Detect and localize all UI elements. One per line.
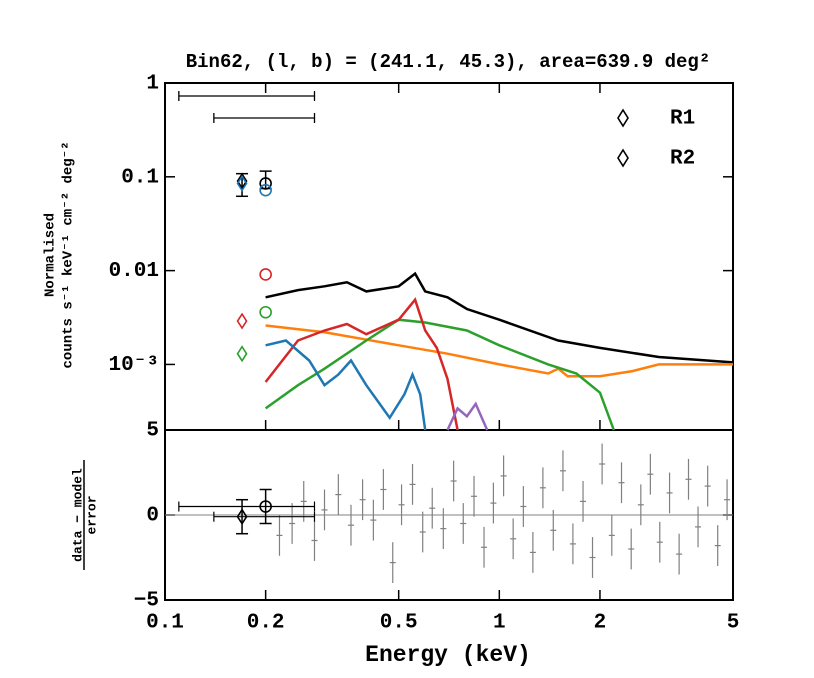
point-marker bbox=[259, 268, 272, 281]
model-line bbox=[264, 318, 615, 431]
x-axis-label: Energy (keV) bbox=[365, 642, 531, 668]
point-marker bbox=[236, 345, 248, 363]
residual-tick-label: 5 bbox=[146, 420, 159, 443]
y-axis-label: counts s⁻¹ keV⁻¹ cm⁻² deg⁻² bbox=[61, 142, 77, 369]
y-tick-label: 0.01 bbox=[109, 260, 159, 283]
y-axis-label: Normalised bbox=[43, 213, 59, 297]
point-marker bbox=[259, 183, 272, 197]
point-marker bbox=[236, 312, 248, 330]
point-marker bbox=[259, 305, 272, 319]
model-line bbox=[265, 339, 427, 431]
x-tick-label: 5 bbox=[727, 612, 740, 635]
chart-title: Bin62, (l, b) = (241.1, 45.3), area=639.… bbox=[186, 51, 711, 73]
legend-marker bbox=[617, 148, 629, 168]
plot-frame bbox=[164, 82, 734, 431]
y-tick-label: 0.1 bbox=[121, 166, 159, 189]
x-tick-label: 0.5 bbox=[380, 612, 418, 635]
y-tick-label: 1 bbox=[146, 73, 159, 96]
point-marker bbox=[236, 174, 248, 192]
model-line bbox=[264, 297, 459, 431]
legend-label: R2 bbox=[670, 148, 695, 171]
y-tick-label: 10⁻³ bbox=[109, 354, 159, 377]
legend-label: R1 bbox=[670, 108, 695, 131]
point-marker bbox=[236, 172, 248, 190]
x-tick-label: 0.1 bbox=[146, 612, 184, 635]
point-marker bbox=[259, 500, 272, 513]
model-line bbox=[265, 271, 734, 364]
x-tick-label: 1 bbox=[493, 612, 506, 635]
model-line bbox=[446, 401, 489, 431]
residual-tick-label: 0 bbox=[146, 505, 159, 528]
x-tick-label: 2 bbox=[594, 612, 607, 635]
residual-label: data − model bbox=[70, 468, 85, 562]
point-marker bbox=[236, 508, 248, 526]
legend-marker bbox=[617, 108, 629, 128]
model-line bbox=[265, 324, 733, 378]
point-marker bbox=[259, 177, 272, 190]
residual-label: error bbox=[84, 495, 99, 534]
x-tick-label: 0.2 bbox=[247, 612, 285, 635]
residual-tick-label: −5 bbox=[134, 590, 159, 613]
